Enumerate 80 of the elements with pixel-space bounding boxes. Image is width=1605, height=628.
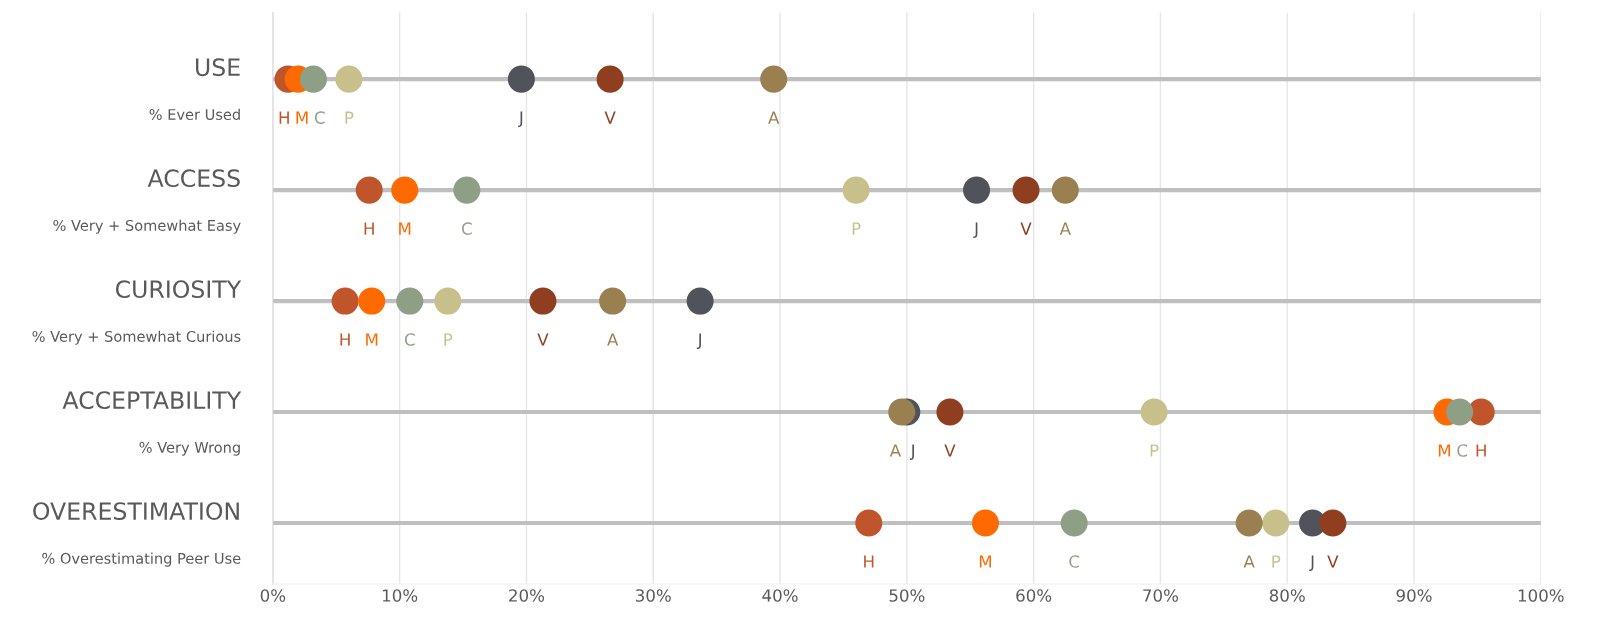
- series-label: H: [279, 111, 289, 124]
- text: V: [537, 333, 549, 346]
- x-tick-label: 10%: [382, 589, 418, 602]
- text: P: [444, 333, 453, 346]
- point: [1319, 509, 1347, 537]
- point: [1060, 509, 1088, 537]
- x-tick-label: 20%: [509, 589, 545, 602]
- x-tick-label: 70%: [1143, 589, 1179, 602]
- point: [855, 509, 883, 537]
- text: P: [1150, 444, 1159, 457]
- point: [355, 176, 383, 204]
- point: [888, 398, 916, 426]
- point: [599, 287, 627, 315]
- x-tick-label: 50%: [889, 589, 925, 602]
- point: [1140, 398, 1168, 426]
- text: V: [944, 444, 956, 457]
- point: [331, 287, 359, 315]
- series-label: J: [1309, 555, 1314, 571]
- point: [453, 176, 481, 204]
- category-label: ACCESS % Very + Somewhat Easy: [53, 169, 241, 234]
- text: C: [404, 333, 415, 346]
- point: [760, 65, 788, 93]
- text: C: [1069, 555, 1080, 568]
- text: A: [607, 333, 619, 346]
- text: J: [909, 444, 914, 460]
- point: [1012, 176, 1040, 204]
- text: H: [1476, 444, 1486, 457]
- x-tick-label: 80%: [1269, 589, 1305, 602]
- series-label: A: [889, 444, 901, 457]
- text: A: [1059, 222, 1071, 235]
- point: [596, 65, 624, 93]
- text: H: [364, 222, 374, 235]
- text: M: [979, 555, 991, 568]
- category-label: OVERESTIMATION % Overestimating Peer Use: [33, 502, 241, 567]
- text: A: [768, 111, 780, 124]
- point: [434, 287, 462, 315]
- x-tick-label: 60%: [1016, 589, 1052, 602]
- x-tick-label: 40%: [762, 589, 798, 602]
- text: V: [1327, 555, 1339, 568]
- point: [529, 287, 557, 315]
- category-label: USE % Ever Used: [149, 58, 240, 120]
- text: P: [345, 111, 354, 124]
- category-label: CURIOSITY % Very + Somewhat Curious: [32, 280, 242, 345]
- point: [299, 65, 327, 93]
- text: M: [366, 333, 378, 346]
- x-tick-label: 100%: [1518, 589, 1564, 602]
- text: C: [1457, 444, 1468, 457]
- text: M: [1438, 444, 1450, 457]
- point: [391, 176, 419, 204]
- point: [358, 287, 386, 315]
- text: M: [399, 222, 411, 235]
- x-tick-label: 90%: [1396, 589, 1432, 602]
- point: [1235, 509, 1263, 537]
- category-label: ACCEPTABILITY % Very Wrong: [62, 391, 242, 456]
- text: J: [518, 111, 523, 128]
- point: [842, 176, 870, 204]
- text: P: [852, 222, 861, 235]
- series-label: P: [1272, 555, 1281, 568]
- text: H: [864, 555, 874, 568]
- x-tick-label: 30%: [635, 589, 671, 602]
- text: C: [461, 222, 472, 235]
- point: [1446, 398, 1474, 426]
- point: [396, 287, 424, 315]
- point: [1262, 509, 1290, 537]
- series-label: V: [1020, 222, 1032, 235]
- series-label: M: [296, 111, 308, 124]
- point: [936, 398, 964, 426]
- text: V: [604, 111, 616, 124]
- text: J: [973, 222, 978, 238]
- x-tick-label: 0%: [260, 589, 286, 602]
- point: [971, 509, 999, 537]
- point: [507, 65, 535, 93]
- text: H: [340, 333, 350, 346]
- text: J: [696, 333, 701, 349]
- point: [335, 65, 363, 93]
- point: [686, 287, 714, 315]
- point: [963, 176, 991, 204]
- point: [1051, 176, 1079, 204]
- series-label: C: [314, 111, 325, 124]
- text: A: [1243, 555, 1255, 568]
